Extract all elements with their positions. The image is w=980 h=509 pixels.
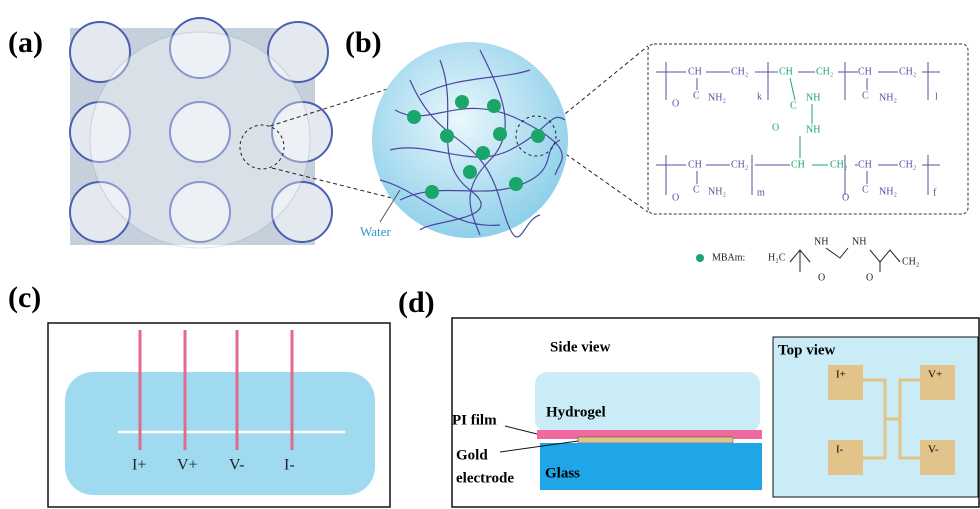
panel-label: (c) [8, 281, 41, 314]
legend-text: MBAm: [712, 252, 745, 263]
pad-label: I+ [836, 369, 846, 381]
hydrogel-layer [535, 372, 760, 432]
chem-text: CH₂ [731, 66, 748, 77]
gel-sphere [372, 42, 568, 238]
chem-text: CH [858, 66, 872, 77]
chem-text: C [693, 184, 700, 195]
legend-text: CH₂ [902, 256, 919, 267]
traces [863, 378, 920, 460]
electrode-label: V+ [177, 457, 198, 474]
chem-text: O [672, 192, 679, 203]
chem-bonds [656, 62, 940, 195]
panel-label: (b) [345, 26, 382, 59]
pad [828, 365, 863, 400]
pad [920, 440, 955, 475]
legend-text: O [866, 272, 873, 283]
pi-film-label: PI film [452, 412, 497, 428]
legend-dot [696, 254, 704, 262]
wire [290, 330, 294, 450]
pi-film-layer [537, 430, 762, 439]
pointer [504, 425, 538, 435]
hydrogel-label: Hydrogel [546, 404, 606, 420]
chem-text: NH₂ [708, 92, 726, 103]
chem-text: NH₂ [879, 92, 897, 103]
chem-box [647, 43, 969, 215]
chem-text: NH [806, 92, 820, 103]
pad-label: I- [836, 444, 844, 456]
electrode-label: V- [229, 457, 244, 474]
chem-text: CH [858, 159, 872, 170]
legend-text: O [818, 272, 825, 283]
photo [69, 17, 333, 249]
glass-label: Glass [545, 465, 580, 481]
chem-text: O [672, 98, 679, 109]
chem-text: O [842, 192, 849, 203]
chem-text: CH₂ [830, 159, 847, 170]
wire [138, 330, 142, 450]
chem-text: CH [779, 66, 793, 77]
panel-box [451, 317, 980, 508]
gold-layer [577, 436, 734, 444]
pad [920, 365, 955, 400]
chem-text: C [862, 184, 869, 195]
chem-text: O [772, 122, 779, 133]
legend-text: H₂C [768, 252, 786, 263]
water-label: Water [360, 224, 391, 239]
panel-box [47, 322, 391, 508]
top-view-title: Top view [778, 342, 836, 358]
mbam-skeleton [789, 247, 901, 272]
pad-label: V+ [928, 369, 942, 381]
chem-text: CH₂ [731, 159, 748, 170]
side-view-title: Side view [550, 339, 611, 355]
gold-label: Gold [456, 447, 488, 463]
electrode-label: I- [284, 457, 295, 474]
chem-text: NH [806, 124, 820, 135]
chem-text: CH [791, 159, 805, 170]
chem-text: CH₂ [816, 66, 833, 77]
chem-text: f [933, 187, 937, 198]
zoom-lines [269, 45, 649, 213]
hydrogel-block [65, 372, 375, 495]
chem-text: m [757, 187, 765, 198]
wire [183, 330, 187, 450]
chem-text: NH₂ [708, 186, 726, 197]
chem-text: CH [688, 66, 702, 77]
panel-label: (d) [398, 286, 435, 319]
chem-text: C [790, 100, 797, 111]
panel-label: (a) [8, 26, 43, 59]
legend-text: NH [814, 236, 828, 247]
chem-text: l [935, 91, 938, 102]
chem-text: k [757, 91, 762, 102]
wire [235, 330, 239, 450]
chem-text: C [862, 90, 869, 101]
pad [828, 440, 863, 475]
electrode-label: electrode [456, 470, 514, 486]
pointer [499, 440, 579, 453]
chem-text: C [693, 90, 700, 101]
chem-text: CH₂ [899, 66, 916, 77]
legend-text: NH [852, 236, 866, 247]
glass-layer [540, 443, 762, 490]
pad-label: V- [928, 444, 939, 456]
chem-text: NH₂ [879, 186, 897, 197]
chem-text: CH [688, 159, 702, 170]
chem-text: CH₂ [899, 159, 916, 170]
electrode-label: I+ [132, 457, 146, 474]
